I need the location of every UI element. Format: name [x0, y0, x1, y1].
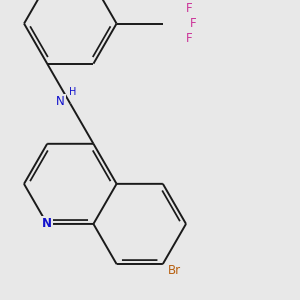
Text: F: F: [190, 17, 196, 30]
Text: Br: Br: [168, 264, 181, 277]
Text: H: H: [69, 87, 76, 97]
Text: F: F: [186, 32, 192, 45]
Text: N: N: [42, 218, 52, 230]
Text: N: N: [56, 95, 65, 108]
Text: F: F: [186, 2, 192, 15]
